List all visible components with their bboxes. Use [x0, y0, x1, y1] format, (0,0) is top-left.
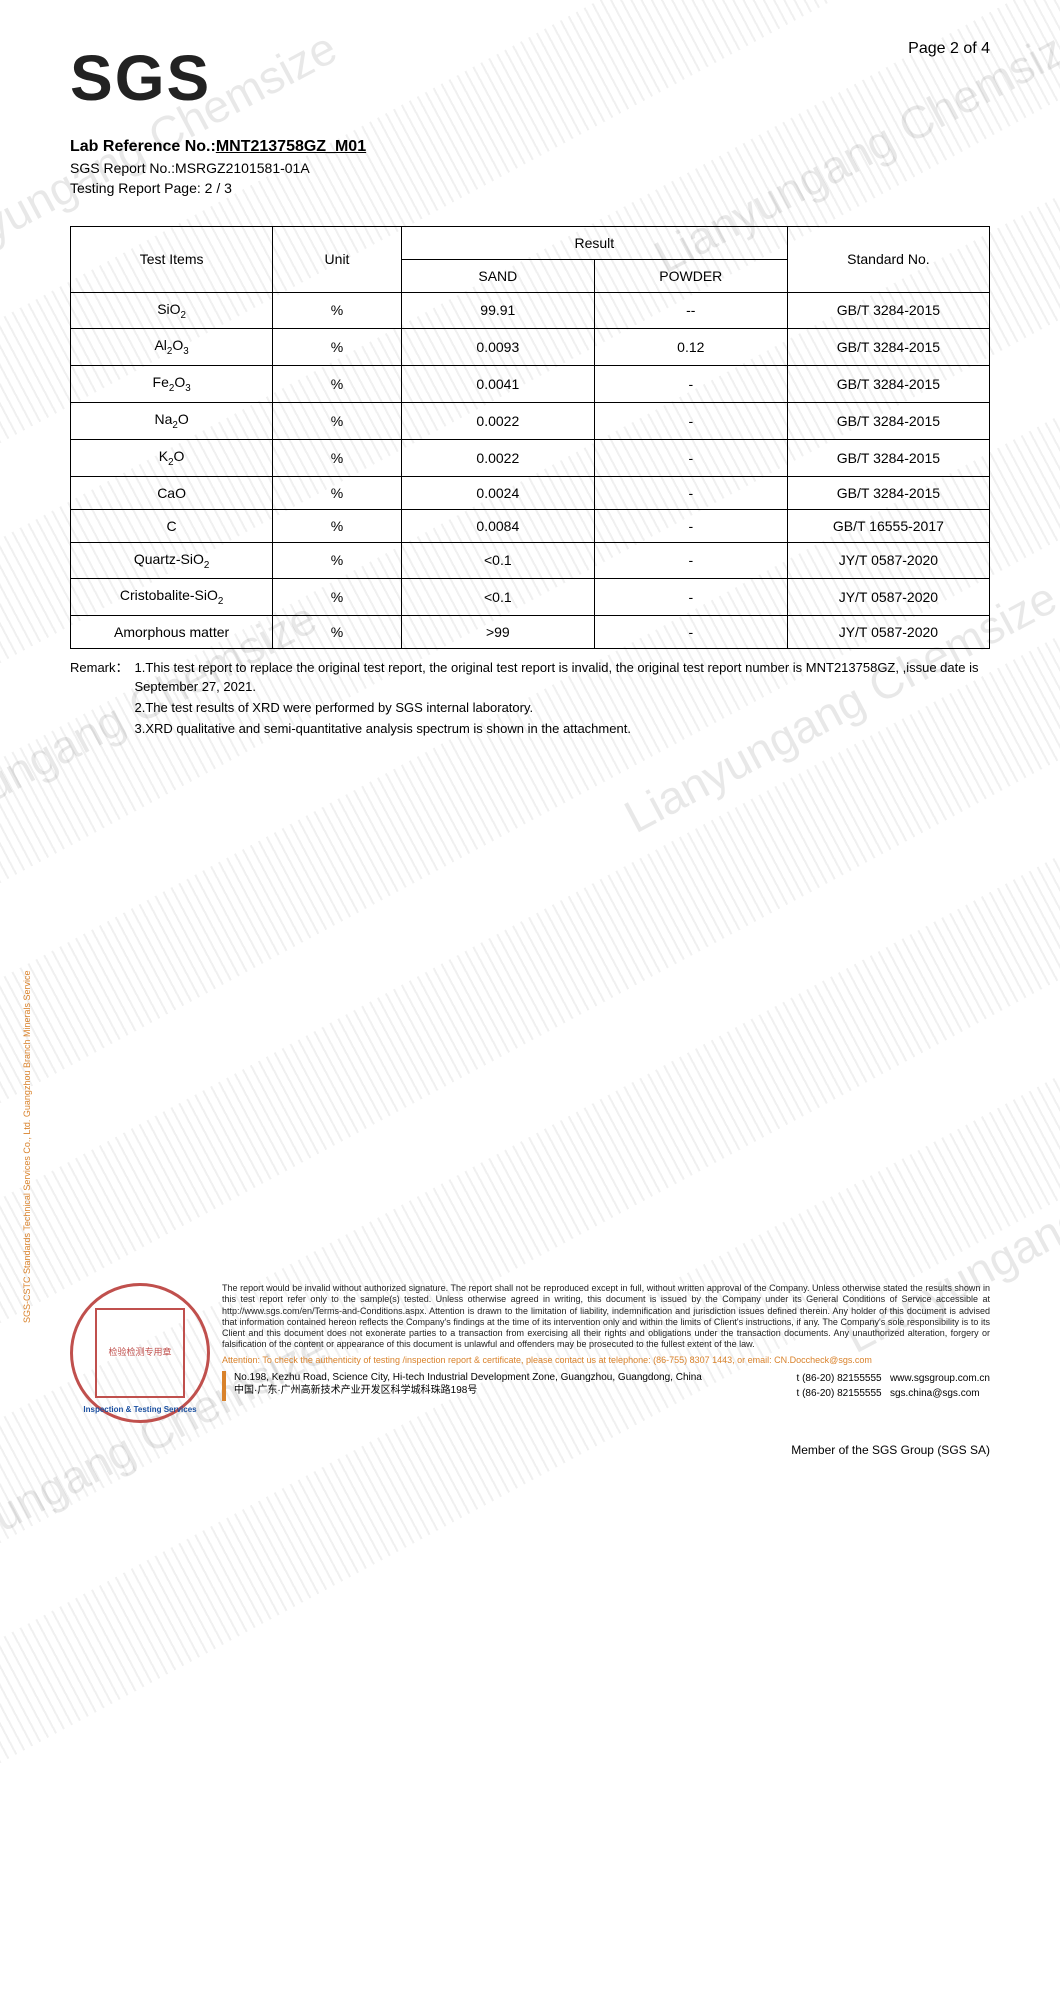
cell-test-item: Al2O3	[71, 329, 273, 366]
seal-en-text: Inspection & Testing Services	[73, 1405, 207, 1414]
page-indicator: Page 2 of 4	[908, 40, 990, 58]
cell-unit: %	[273, 476, 402, 509]
cell-standard: GB/T 3284-2015	[787, 292, 989, 329]
cell-test-item: CaO	[71, 476, 273, 509]
col-result: Result	[401, 226, 787, 259]
table-row: Fe2O3%0.0041-GB/T 3284-2015	[71, 366, 990, 403]
cell-test-item: Amorphous matter	[71, 616, 273, 649]
cell-sand: 0.0024	[401, 476, 594, 509]
cell-unit: %	[273, 579, 402, 616]
cell-unit: %	[273, 509, 402, 542]
testing-page-label: Testing Report Page:	[70, 180, 205, 196]
col-test-items: Test Items	[71, 226, 273, 292]
cell-unit: %	[273, 329, 402, 366]
cell-powder: -	[594, 616, 787, 649]
table-row: K2O%0.0022-GB/T 3284-2015	[71, 439, 990, 476]
reference-block: Lab Reference No.:MNT213758GZ_M01 SGS Re…	[70, 138, 990, 196]
cell-powder: -	[594, 366, 787, 403]
cell-powder: -	[594, 476, 787, 509]
cell-test-item: Na2O	[71, 402, 273, 439]
cell-sand: <0.1	[401, 579, 594, 616]
cell-powder: -	[594, 542, 787, 579]
cell-test-item: Cristobalite-SiO2	[71, 579, 273, 616]
sgs-report-label: SGS Report No.:	[70, 160, 175, 176]
cell-standard: GB/T 3284-2015	[787, 366, 989, 403]
cell-standard: JY/T 0587-2020	[787, 616, 989, 649]
cell-test-item: SiO2	[71, 292, 273, 329]
remark-label: Remark：	[70, 659, 129, 740]
table-row: Amorphous matter%>99-JY/T 0587-2020	[71, 616, 990, 649]
cell-powder: -	[594, 439, 787, 476]
cell-standard: GB/T 3284-2015	[787, 476, 989, 509]
cell-test-item: Quartz-SiO2	[71, 542, 273, 579]
cell-powder: -	[594, 509, 787, 542]
col-standard: Standard No.	[787, 226, 989, 292]
table-row: C%0.0084-GB/T 16555-2017	[71, 509, 990, 542]
address-cn: 中国·广东·广州高新技术产业开发区科学城科珠路198号	[234, 1384, 777, 1397]
table-row: Al2O3%0.00930.12GB/T 3284-2015	[71, 329, 990, 366]
attention-text: Attention: To check the authenticity of …	[222, 1355, 990, 1365]
contact-block: t (86-20) 82155555 www.sgsgroup.com.cn t…	[777, 1371, 990, 1401]
table-row: SiO2%99.91--GB/T 3284-2015	[71, 292, 990, 329]
seal-side-label: SGS-CSTC Standards Technical Services Co…	[22, 971, 32, 1324]
table-row: Na2O%0.0022-GB/T 3284-2015	[71, 402, 990, 439]
cell-test-item: Fe2O3	[71, 366, 273, 403]
cell-standard: GB/T 16555-2017	[787, 509, 989, 542]
cell-unit: %	[273, 439, 402, 476]
cell-standard: JY/T 0587-2020	[787, 579, 989, 616]
member-line: Member of the SGS Group (SGS SA)	[70, 1443, 990, 1457]
remark-item: 2.The test results of XRD were performed…	[135, 699, 990, 718]
disclaimer-text: The report would be invalid without auth…	[222, 1283, 990, 1351]
cell-unit: %	[273, 542, 402, 579]
address-bar-icon	[222, 1371, 226, 1401]
cell-sand: >99	[401, 616, 594, 649]
results-table: Test Items Unit Result Standard No. SAND…	[70, 226, 990, 650]
table-row: Quartz-SiO2%<0.1-JY/T 0587-2020	[71, 542, 990, 579]
cell-unit: %	[273, 402, 402, 439]
cell-sand: 0.0093	[401, 329, 594, 366]
cell-powder: -	[594, 579, 787, 616]
cell-unit: %	[273, 366, 402, 403]
cell-standard: JY/T 0587-2020	[787, 542, 989, 579]
cell-test-item: K2O	[71, 439, 273, 476]
lab-ref-label: Lab Reference No.:	[70, 138, 216, 155]
cell-powder: -	[594, 402, 787, 439]
seal-cn-text: 检验检测专用章	[108, 1348, 171, 1358]
remark-item: 1.This test report to replace the origin…	[135, 659, 990, 697]
cell-powder: 0.12	[594, 329, 787, 366]
cell-sand: <0.1	[401, 542, 594, 579]
cell-standard: GB/T 3284-2015	[787, 439, 989, 476]
cell-sand: 0.0022	[401, 402, 594, 439]
cell-standard: GB/T 3284-2015	[787, 402, 989, 439]
address-en: No.198, Kezhu Road, Science City, Hi-tec…	[234, 1371, 777, 1384]
cell-sand: 99.91	[401, 292, 594, 329]
sgs-report-no: MSRGZ2101581-01A	[175, 160, 310, 176]
sgs-logo: SGS	[70, 50, 990, 108]
cell-sand: 0.0084	[401, 509, 594, 542]
testing-page: 2 / 3	[205, 180, 232, 196]
lab-ref-no: MNT213758GZ_M01	[216, 138, 366, 155]
cell-unit: %	[273, 616, 402, 649]
table-row: CaO%0.0024-GB/T 3284-2015	[71, 476, 990, 509]
cell-unit: %	[273, 292, 402, 329]
company-seal: 检验检测专用章 Inspection & Testing Services	[70, 1283, 210, 1423]
cell-test-item: C	[71, 509, 273, 542]
col-sand: SAND	[401, 259, 594, 292]
remark-block: Remark： 1.This test report to replace th…	[70, 659, 990, 740]
col-powder: POWDER	[594, 259, 787, 292]
remark-item: 3.XRD qualitative and semi-quantitative …	[135, 720, 990, 739]
cell-sand: 0.0022	[401, 439, 594, 476]
col-unit: Unit	[273, 226, 402, 292]
cell-powder: --	[594, 292, 787, 329]
footer: SGS-CSTC Standards Technical Services Co…	[70, 1283, 990, 1457]
table-row: Cristobalite-SiO2%<0.1-JY/T 0587-2020	[71, 579, 990, 616]
cell-standard: GB/T 3284-2015	[787, 329, 989, 366]
cell-sand: 0.0041	[401, 366, 594, 403]
